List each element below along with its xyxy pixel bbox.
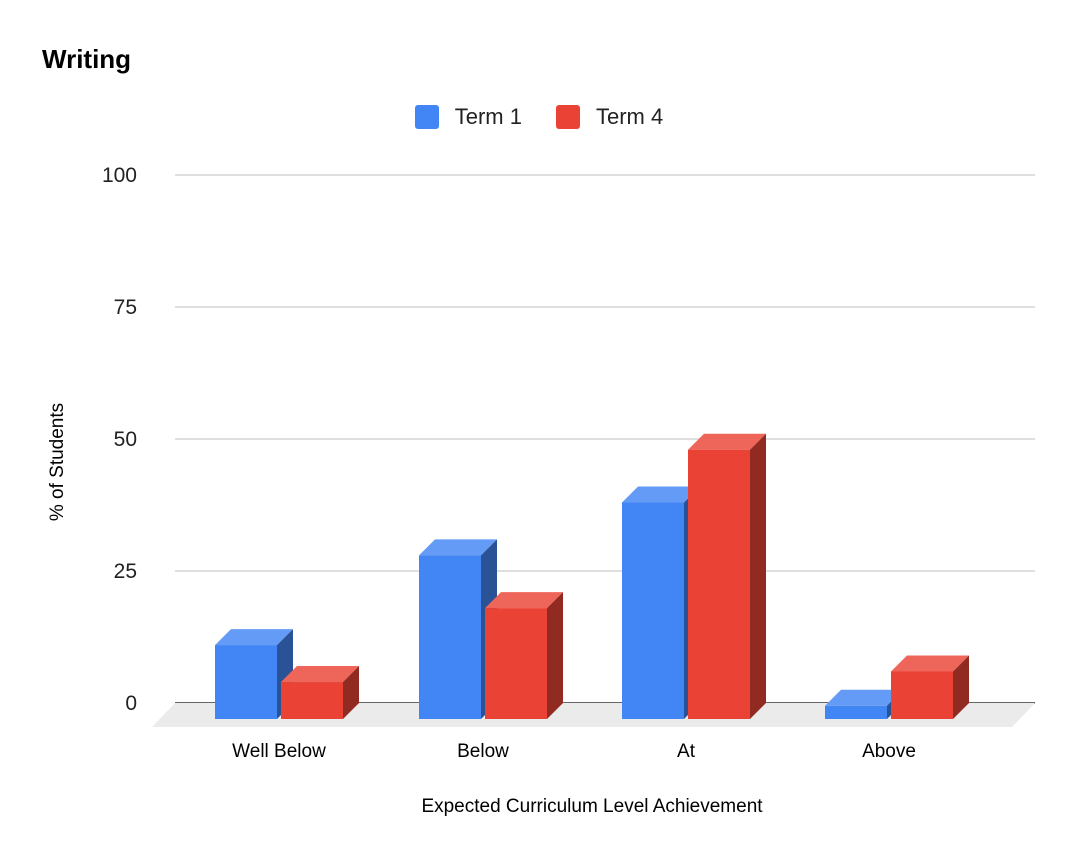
bar-front: [215, 645, 277, 719]
bar-front: [485, 608, 547, 719]
gridlines: [175, 174, 1035, 704]
y-axis-label: % of Students: [47, 403, 68, 521]
bar-top: [622, 486, 700, 503]
y-tick-label: 100: [102, 164, 137, 187]
bar-front: [622, 502, 684, 719]
x-tick-label: At: [677, 741, 696, 762]
y-tick-label: 50: [114, 428, 137, 451]
legend-swatch-term-1: [414, 105, 439, 129]
bar-front: [281, 682, 343, 719]
x-axis-label: Expected Curriculum Level Achievement: [421, 796, 763, 817]
legend: Term 1 Term 4: [0, 104, 1078, 130]
x-tick-label: Above: [862, 741, 916, 762]
bar-top: [891, 655, 969, 672]
chart-title: Writing: [42, 44, 132, 74]
bar-side: [953, 655, 969, 719]
bar-front: [688, 449, 750, 719]
x-tick-label: Below: [457, 741, 509, 762]
floor-plane: [152, 703, 1035, 727]
y-tick-label: 25: [114, 560, 137, 583]
bar-top: [215, 629, 293, 646]
bar-top: [281, 666, 359, 683]
bar-front: [825, 705, 887, 719]
x-tick-label: Well Below: [232, 741, 326, 762]
y-tick-label: 75: [114, 296, 137, 319]
bar-side: [750, 433, 766, 719]
legend-item-term-4[interactable]: Term 4: [556, 104, 663, 130]
bar-top: [419, 539, 497, 556]
bar[interactable]: [688, 433, 766, 719]
bar-side: [547, 592, 563, 719]
bar-top: [485, 592, 563, 609]
floor: [152, 703, 1035, 727]
bar[interactable]: [281, 666, 359, 719]
bars: [215, 433, 969, 719]
bar-front: [419, 555, 481, 719]
legend-swatch-term-4: [556, 105, 580, 129]
bar-front: [891, 671, 953, 719]
bar-side: [343, 666, 359, 719]
legend-label-term-4: Term 4: [596, 104, 664, 129]
y-tick-label: 0: [125, 692, 137, 715]
legend-label-term-1: Term 1: [454, 104, 522, 129]
tick-labels: 0 25 50 75 100 Well Below Below At Above: [102, 164, 916, 762]
bar-top: [688, 433, 766, 450]
legend-item-term-1[interactable]: Term 1: [414, 104, 522, 130]
bar-top: [825, 689, 903, 706]
bar[interactable]: [891, 655, 969, 719]
bar[interactable]: [485, 592, 563, 719]
